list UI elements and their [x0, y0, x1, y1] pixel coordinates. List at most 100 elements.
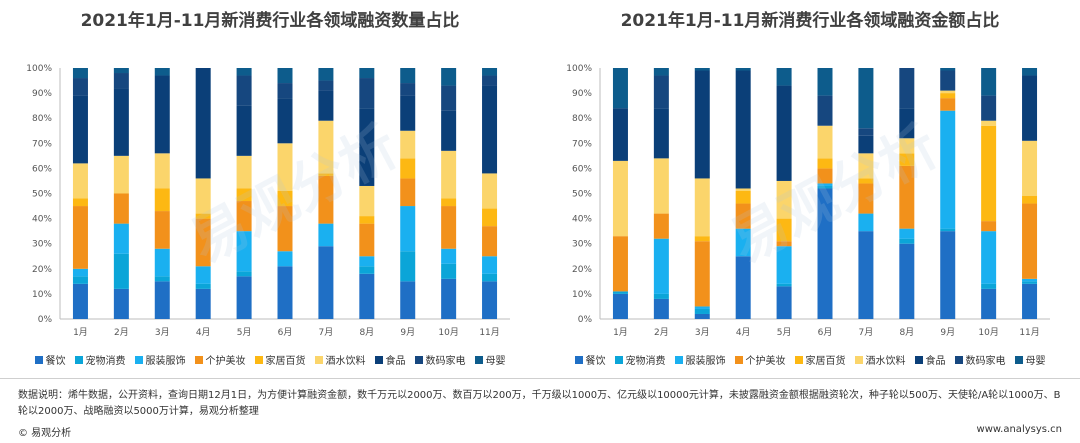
- bar-segment-宠物消费-5月: [236, 271, 252, 277]
- bar-segment-食品-4月: [195, 68, 211, 179]
- bar-segment-食品-5月: [236, 105, 252, 156]
- bar-segment-家居百货-6月: [277, 190, 293, 207]
- bar-segment-食品-2月: [113, 88, 129, 156]
- bar-segment-餐饮-3月: [694, 313, 710, 319]
- legend-item: 服装服饰: [674, 352, 726, 367]
- bar-segment-服装服饰-8月: [899, 228, 915, 239]
- legend-label: 母婴: [485, 356, 506, 367]
- legend-item: 餐饮: [34, 352, 66, 367]
- legend-swatch: [374, 355, 383, 364]
- bar-segment-酒水饮料-8月: [359, 185, 375, 217]
- bar-segment-酒水饮料-9月: [940, 90, 956, 94]
- bar-segment-个护美妆-5月: [236, 201, 252, 232]
- bar-segment-宠物消费-3月: [154, 276, 170, 282]
- bar-segment-家居百货-7月: [858, 178, 874, 184]
- legend-label: 个护美妆: [205, 356, 246, 367]
- bar-segment-餐饮-2月: [113, 288, 129, 319]
- legend-swatch: [34, 355, 43, 364]
- bar-segment-酒水饮料-5月: [236, 155, 252, 189]
- bar-segment-家居百货-6月: [817, 158, 833, 169]
- brand-copyright: © 易观分析: [18, 428, 72, 439]
- bar-segment-母婴-1月: [612, 68, 628, 109]
- bar-segment-数码家电-8月: [359, 78, 375, 109]
- brand-website[interactable]: www.analysys.cn: [976, 424, 1062, 435]
- bar-segment-母婴-9月: [940, 68, 956, 71]
- bar-segment-餐饮-1月: [612, 293, 628, 319]
- y-tick-label: 20%: [572, 265, 592, 275]
- bar-segment-母婴-1月: [72, 68, 88, 79]
- legend-item: 宠物消费: [74, 352, 126, 367]
- legend-swatch: [614, 355, 623, 364]
- legend-item: 食品: [914, 352, 946, 367]
- bar-segment-服装服饰-11月: [1022, 278, 1038, 282]
- bar-segment-餐饮-11月: [482, 281, 498, 319]
- bar-segment-餐饮-7月: [318, 246, 334, 319]
- x-tick-label: 8月: [899, 327, 914, 338]
- bar-segment-个护美妆-2月: [113, 193, 129, 224]
- x-tick-label: 7月: [319, 327, 334, 338]
- x-tick-label: 5月: [237, 327, 252, 338]
- bar-segment-酒水饮料-7月: [858, 153, 874, 179]
- bar-segment-宠物消费-6月: [817, 185, 833, 189]
- bar-segment-宠物消费-11月: [1022, 281, 1038, 284]
- bar-segment-母婴-7月: [858, 68, 874, 129]
- bar-segment-个护美妆-3月: [694, 241, 710, 307]
- bar-segment-食品-2月: [653, 108, 669, 159]
- y-tick-label: 40%: [572, 215, 592, 225]
- bar-segment-餐饮-3月: [154, 281, 170, 319]
- legend-item: 宠物消费: [614, 352, 666, 367]
- bar-segment-餐饮-5月: [236, 276, 252, 319]
- bar-segment-宠物消费-11月: [482, 273, 498, 282]
- bar-segment-母婴-11月: [482, 68, 498, 76]
- legend-item: 食品: [374, 352, 406, 367]
- bar-segment-数码家电-10月: [441, 85, 457, 111]
- bar-segment-酒水饮料-2月: [653, 158, 669, 214]
- bar-segment-数码家电-6月: [817, 95, 833, 126]
- legend-swatch: [794, 355, 803, 364]
- legend-swatch: [954, 355, 963, 364]
- bar-segment-数码家电-9月: [940, 70, 956, 91]
- bar-segment-食品-8月: [899, 108, 915, 139]
- bar-segment-酒水饮料-7月: [318, 120, 334, 174]
- legend-swatch: [734, 355, 743, 364]
- legend-swatch: [414, 355, 423, 364]
- bar-segment-酒水饮料-4月: [195, 178, 211, 214]
- bar-segment-服装服饰-5月: [776, 246, 792, 284]
- y-tick-label: 70%: [32, 139, 52, 149]
- legend-label: 酒水饮料: [325, 356, 366, 367]
- legend-label: 家居百货: [805, 356, 846, 367]
- bar-segment-服装服饰-7月: [318, 223, 334, 247]
- bar-segment-食品-1月: [72, 95, 88, 164]
- x-tick-label: 2月: [654, 327, 669, 338]
- bar-segment-个护美妆-7月: [858, 183, 874, 214]
- y-tick-label: 80%: [572, 114, 592, 124]
- bar-segment-家居百货-4月: [735, 190, 751, 204]
- bar-segment-个护美妆-1月: [612, 236, 628, 292]
- y-tick-label: 70%: [572, 139, 592, 149]
- legend-swatch: [474, 355, 483, 364]
- bar-segment-服装服饰-10月: [441, 248, 457, 264]
- bar-segment-母婴-3月: [694, 68, 710, 71]
- bar-segment-食品-8月: [359, 108, 375, 186]
- bar-segment-家居百货-9月: [940, 93, 956, 99]
- x-tick-label: 1月: [73, 327, 88, 338]
- bar-segment-食品-1月: [612, 108, 628, 161]
- legend-item: 家居百货: [254, 352, 306, 367]
- bar-segment-家居百货-1月: [72, 198, 88, 207]
- y-tick-label: 100%: [566, 64, 592, 74]
- legend-swatch: [1014, 355, 1023, 364]
- bar-segment-食品-7月: [858, 135, 874, 154]
- bar-segment-母婴-7月: [318, 68, 334, 81]
- bar-segment-家居百货-3月: [154, 188, 170, 212]
- bar-segment-个护美妆-4月: [735, 203, 751, 229]
- bar-segment-酒水饮料-3月: [694, 178, 710, 237]
- legend-label: 宠物消费: [85, 356, 126, 367]
- bar-segment-酒水饮料-6月: [277, 143, 293, 191]
- bar-segment-食品-11月: [1022, 75, 1038, 141]
- bar-segment-母婴-11月: [1022, 68, 1038, 76]
- chart-panel-amount: 2021年1月-11月新消费行业各领域融资金额占比 0% 10% 20% 30% 40%…: [540, 0, 1080, 375]
- bar-segment-母婴-4月: [735, 68, 751, 71]
- bar-segment-个护美妆-9月: [400, 178, 416, 207]
- bar-segment-数码家电-9月: [400, 83, 416, 96]
- bar-segment-餐饮-8月: [899, 243, 915, 319]
